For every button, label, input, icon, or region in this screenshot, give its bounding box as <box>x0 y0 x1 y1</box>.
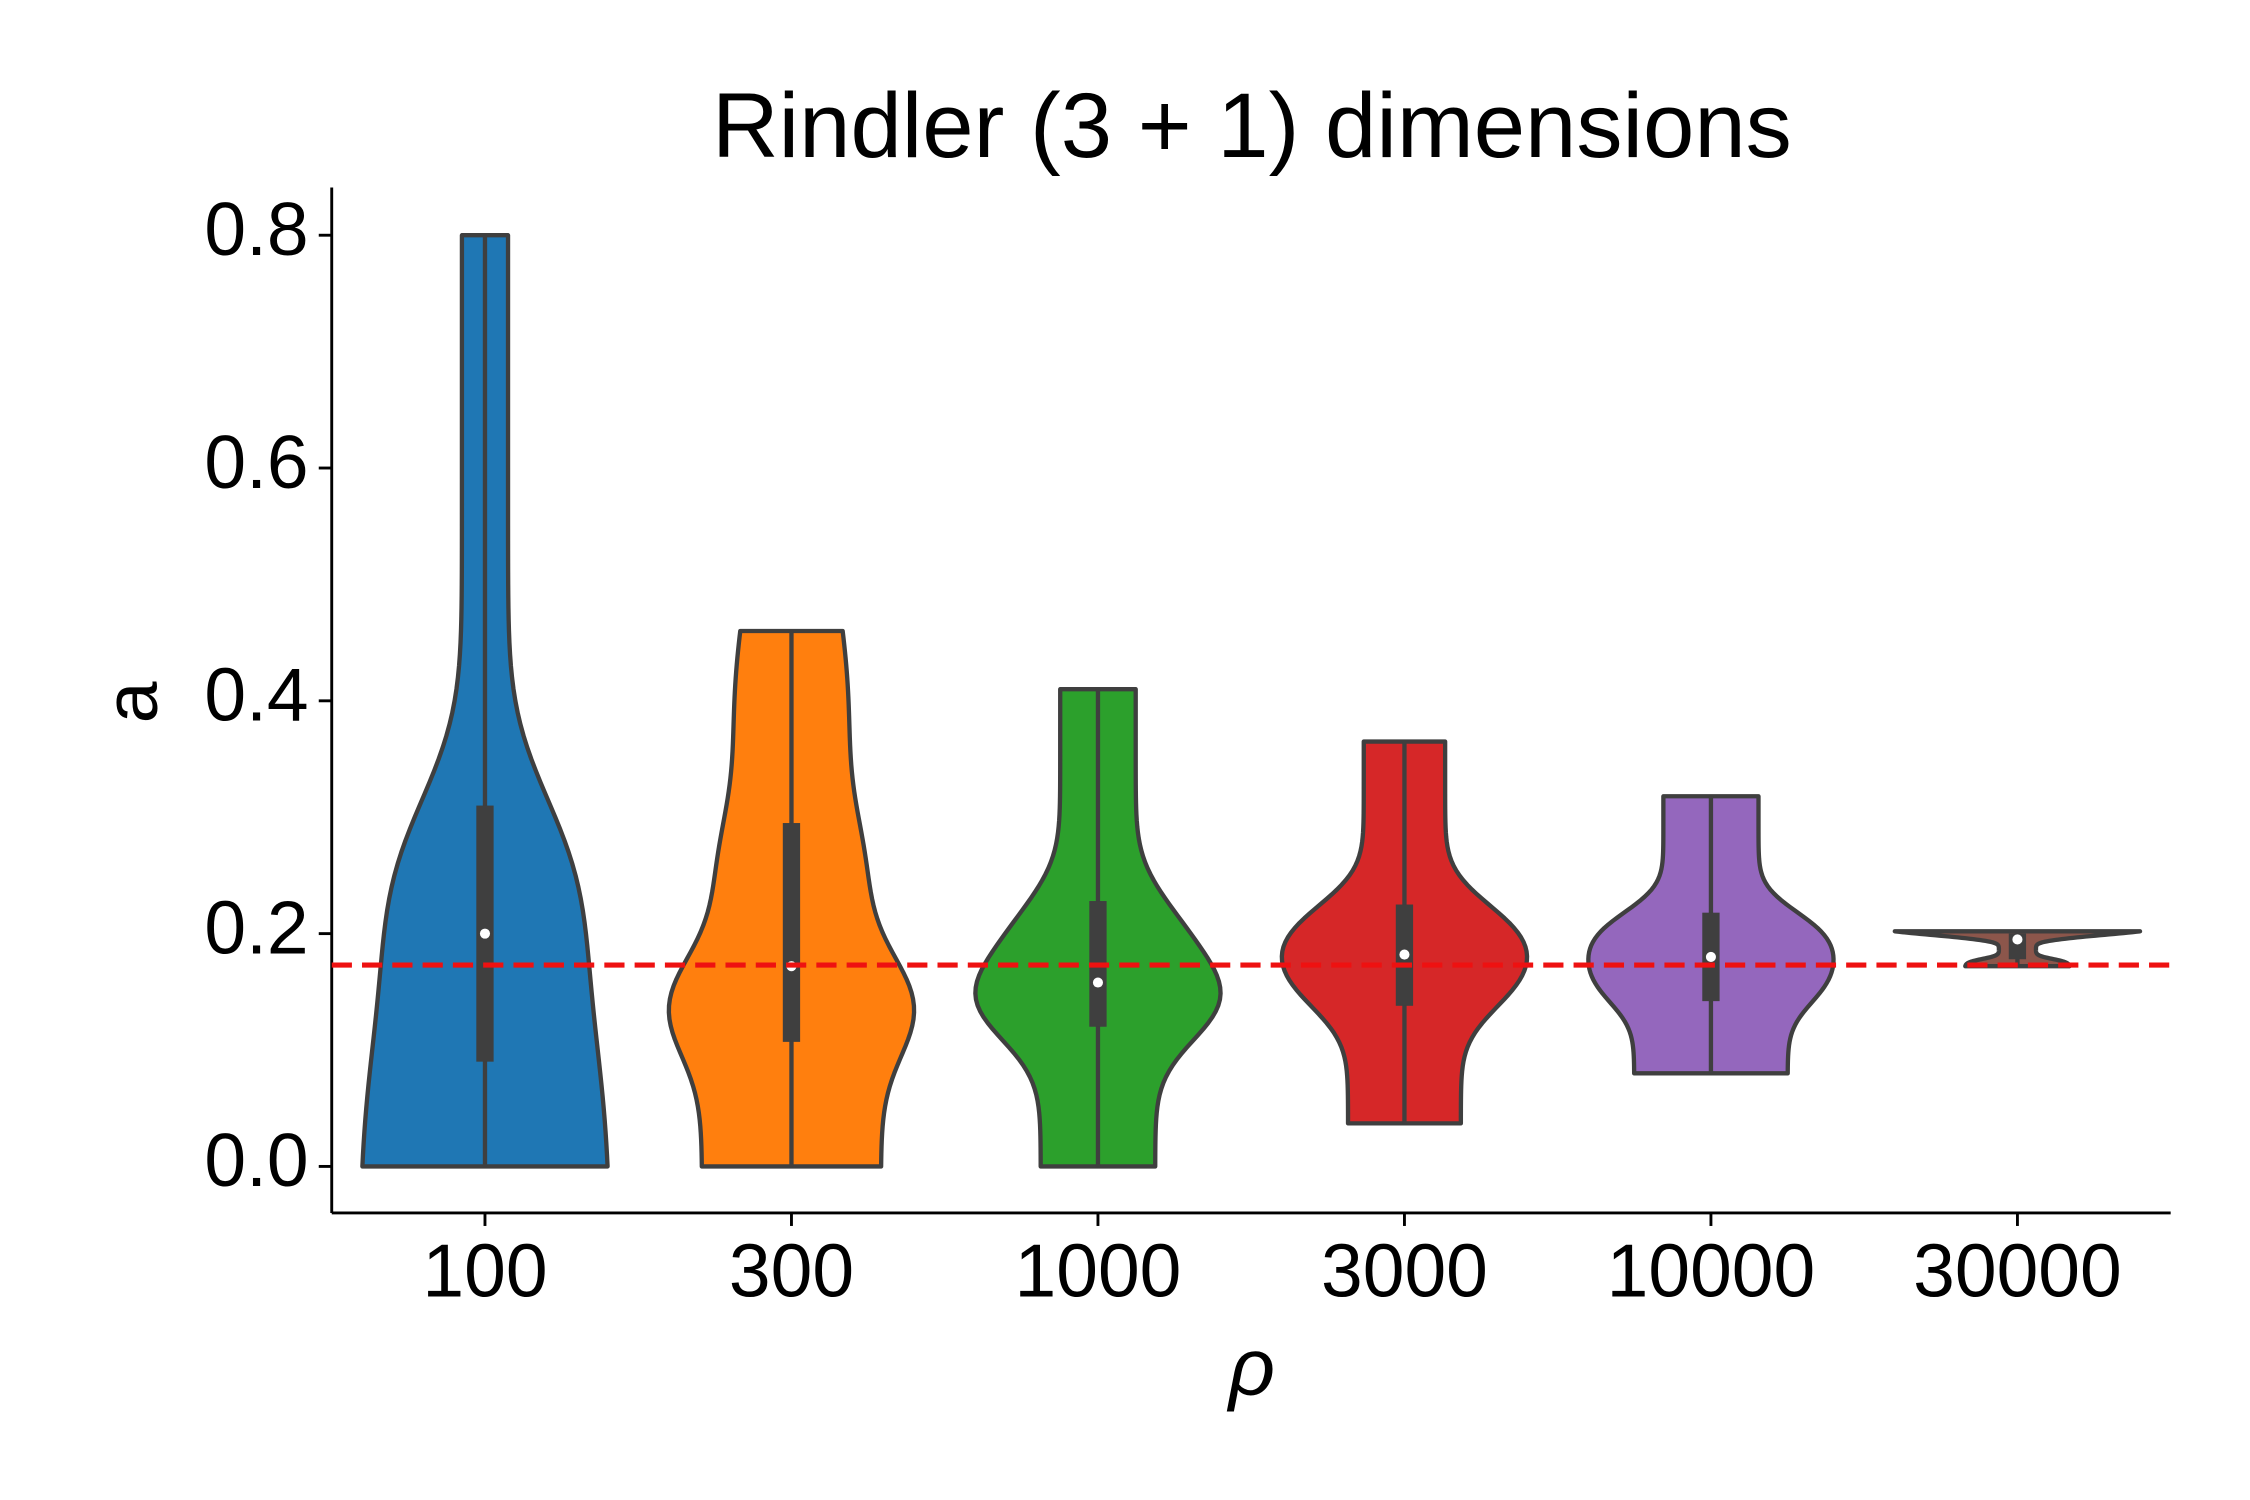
x-tick-label: 100 <box>422 1228 547 1312</box>
y-axis-label: a <box>89 681 173 723</box>
x-tick-label: 1000 <box>1015 1228 1182 1312</box>
y-tick-label: 0.4 <box>204 653 308 737</box>
median-dot <box>1705 951 1716 962</box>
x-axis-label: ρ <box>1227 1322 1275 1412</box>
x-tick-label: 30000 <box>1913 1228 2122 1312</box>
median-dot <box>1092 977 1104 988</box>
y-tick-label: 0.2 <box>204 885 308 969</box>
chart-title: Rindler (3 + 1) dimensions <box>712 73 1792 177</box>
x-tick-label: 10000 <box>1607 1228 1816 1312</box>
y-tick-label: 0.0 <box>204 1118 308 1202</box>
x-tick-label: 3000 <box>1321 1228 1488 1312</box>
x-tick-label: 300 <box>729 1228 854 1312</box>
y-tick-label: 0.8 <box>204 187 308 271</box>
median-dot <box>2012 934 2023 945</box>
median-dot <box>479 928 491 939</box>
box <box>782 823 801 1042</box>
y-tick-label: 0.6 <box>204 420 308 504</box>
median-dot <box>1399 949 1410 960</box>
